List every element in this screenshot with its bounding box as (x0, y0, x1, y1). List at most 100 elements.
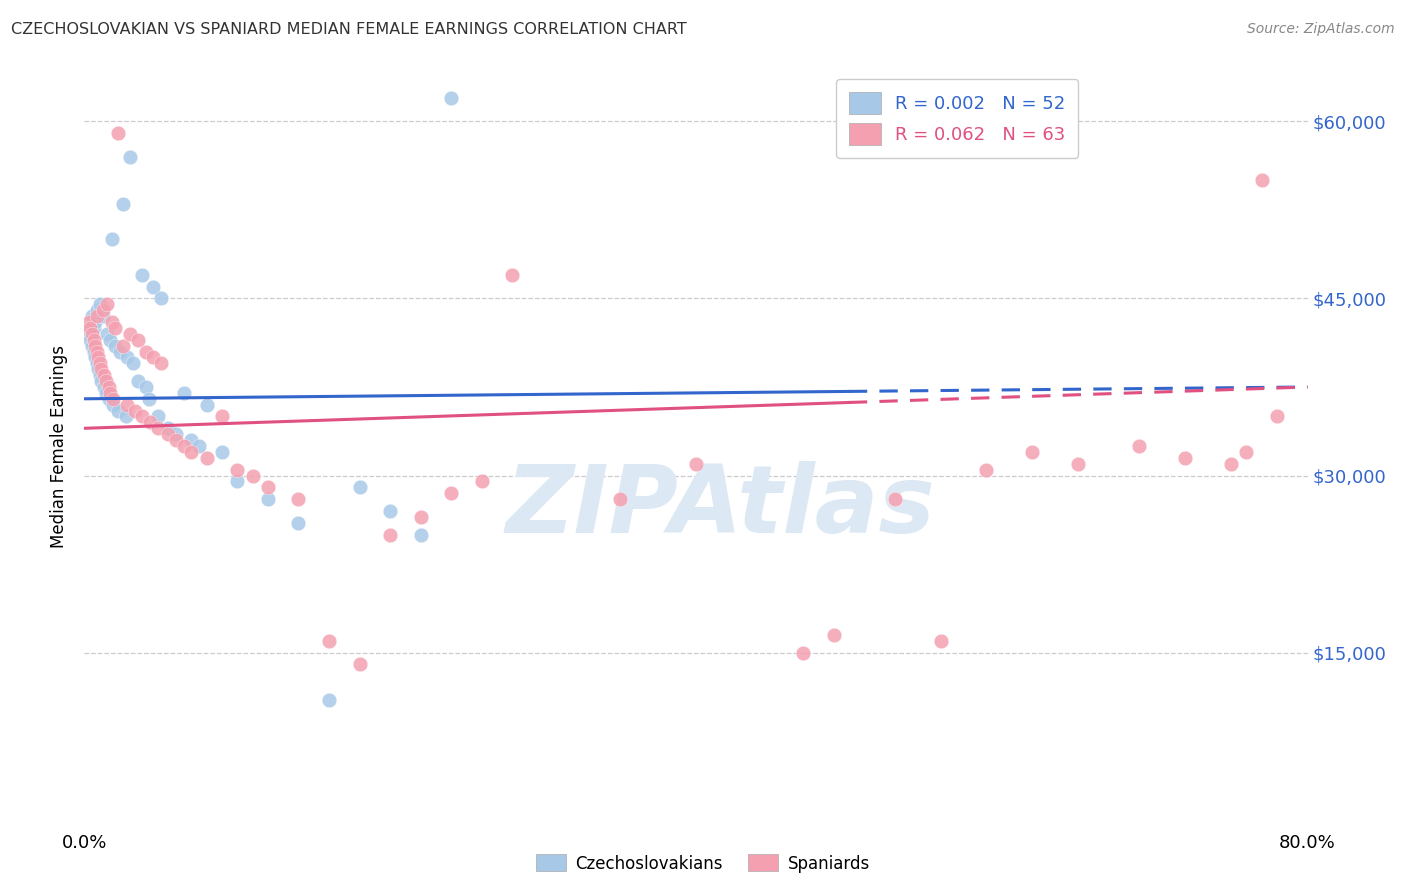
Point (104, 339, 127, 353)
Point (242, 468, 264, 483)
Point (1220, 457, 1243, 471)
Point (108, 344, 131, 359)
Point (91, 303, 114, 318)
Y-axis label: Median Female Earnings: Median Female Earnings (51, 344, 69, 548)
Point (97, 380, 120, 394)
Point (792, 646, 814, 660)
Point (1021, 445, 1043, 459)
Point (471, 475, 494, 489)
Point (257, 480, 280, 494)
Point (287, 492, 309, 507)
Point (114, 409, 136, 424)
Point (165, 427, 187, 442)
Point (115, 351, 138, 365)
Point (1250, 173, 1272, 187)
Point (94, 385, 117, 400)
Point (91, 309, 114, 323)
Point (1265, 409, 1288, 424)
Point (96, 297, 118, 311)
Point (180, 445, 202, 459)
Point (287, 516, 309, 530)
Point (349, 657, 371, 672)
Point (87, 351, 110, 365)
Point (84, 315, 107, 329)
Point (135, 380, 157, 394)
Point (976, 462, 998, 476)
Point (135, 344, 157, 359)
Point (103, 398, 125, 412)
Point (122, 356, 145, 370)
Point (86, 344, 108, 359)
Point (131, 409, 153, 424)
Point (142, 279, 165, 293)
Point (188, 439, 211, 453)
Point (107, 403, 129, 417)
Text: Source: ZipAtlas.com: Source: ZipAtlas.com (1247, 22, 1395, 37)
Point (149, 292, 172, 306)
Point (79, 333, 101, 347)
Point (124, 403, 146, 417)
Point (90, 362, 112, 376)
Point (440, 486, 463, 500)
Point (84, 339, 107, 353)
Point (97, 392, 120, 406)
Point (823, 628, 845, 642)
Point (98, 333, 121, 347)
Point (89, 297, 111, 311)
Point (120, 326, 142, 341)
Point (79, 321, 101, 335)
Point (165, 433, 187, 447)
Point (120, 150, 142, 164)
Point (146, 409, 169, 424)
Point (211, 409, 233, 424)
Point (1067, 457, 1090, 471)
Point (93, 380, 115, 394)
Point (115, 398, 138, 412)
Point (138, 392, 160, 406)
Point (127, 333, 149, 347)
Point (80, 326, 103, 341)
Point (1128, 439, 1150, 453)
Text: ZIPAtlas: ZIPAtlas (506, 461, 935, 553)
Point (101, 232, 124, 246)
Point (86, 303, 108, 318)
Point (318, 633, 340, 648)
Point (80, 309, 103, 323)
Point (440, 91, 463, 105)
Point (380, 527, 402, 541)
Legend: Czechoslovakians, Spaniards: Czechoslovakians, Spaniards (529, 847, 877, 880)
Point (380, 504, 402, 518)
Point (86, 356, 108, 370)
Point (93, 368, 115, 383)
Point (104, 321, 127, 335)
Point (257, 492, 280, 507)
Point (87, 362, 110, 376)
Text: CZECHOSLOVAKIAN VS SPANIARD MEDIAN FEMALE EARNINGS CORRELATION CHART: CZECHOSLOVAKIAN VS SPANIARD MEDIAN FEMAL… (11, 22, 688, 37)
Point (83, 321, 105, 335)
Point (83, 344, 105, 359)
Point (349, 480, 371, 494)
Point (131, 268, 153, 282)
Point (77, 326, 100, 341)
Point (101, 315, 124, 329)
Point (107, 126, 129, 140)
Point (226, 475, 249, 489)
Point (883, 492, 905, 507)
Point (685, 457, 707, 471)
Point (80, 339, 103, 353)
Point (409, 509, 432, 524)
Point (94, 374, 117, 388)
Point (157, 421, 180, 435)
Point (83, 333, 105, 347)
Point (157, 427, 180, 442)
Point (173, 385, 195, 400)
Point (139, 416, 162, 430)
Point (195, 398, 218, 412)
Point (142, 351, 165, 365)
Point (111, 197, 134, 211)
Point (103, 392, 125, 406)
Point (318, 692, 340, 706)
Point (96, 326, 118, 341)
Point (84, 351, 107, 365)
Point (929, 633, 952, 648)
